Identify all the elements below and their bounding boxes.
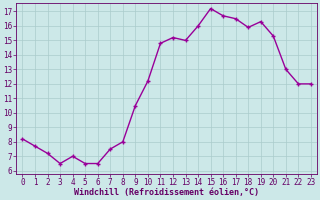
X-axis label: Windchill (Refroidissement éolien,°C): Windchill (Refroidissement éolien,°C)	[74, 188, 259, 197]
